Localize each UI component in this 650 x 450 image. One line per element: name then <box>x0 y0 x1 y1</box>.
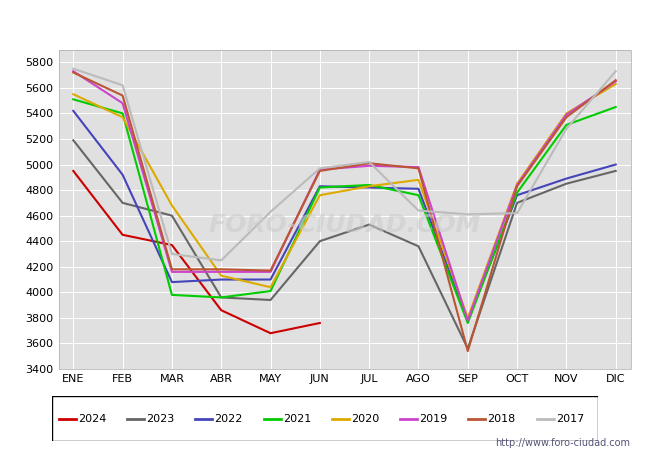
Text: 2017: 2017 <box>556 414 584 423</box>
Text: 2021: 2021 <box>283 414 311 423</box>
Text: 2023: 2023 <box>146 414 174 423</box>
Text: 2019: 2019 <box>419 414 447 423</box>
Text: 2022: 2022 <box>214 414 243 423</box>
Text: 2018: 2018 <box>488 414 515 423</box>
Text: 2024: 2024 <box>78 414 107 423</box>
Text: FORO-CIUDAD.COM: FORO-CIUDAD.COM <box>208 213 481 237</box>
Text: Afiliados en Jódar a 31/5/2024: Afiliados en Jódar a 31/5/2024 <box>200 11 450 30</box>
Text: 2020: 2020 <box>351 414 379 423</box>
FancyBboxPatch shape <box>52 396 598 441</box>
Text: http://www.foro-ciudad.com: http://www.foro-ciudad.com <box>495 438 630 448</box>
